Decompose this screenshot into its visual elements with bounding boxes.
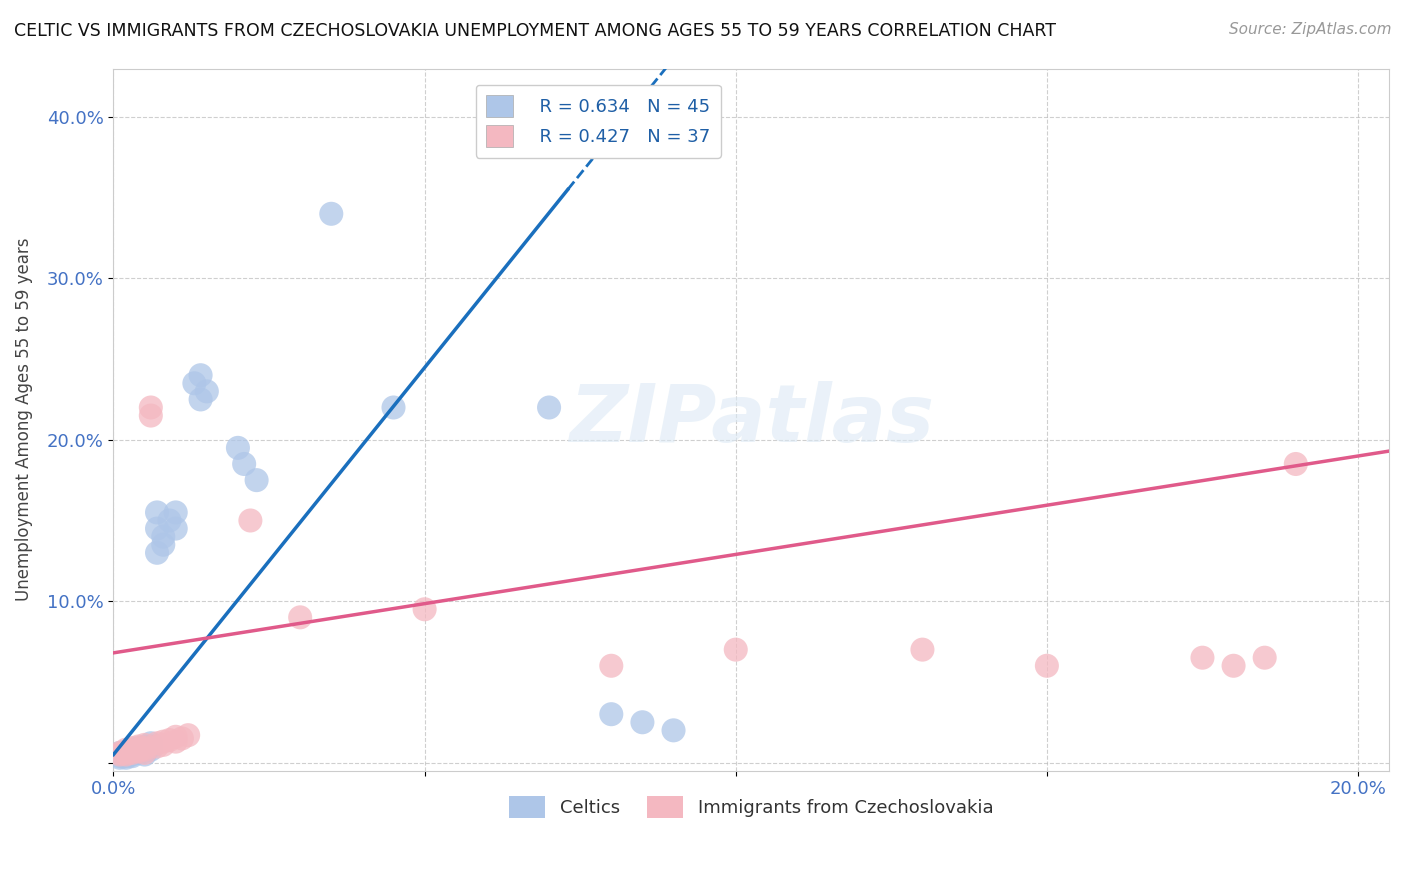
Point (127, 739, 149, 754)
Point (108, 747, 131, 762)
Point (146, 546, 169, 560)
Point (146, 505, 169, 519)
Point (226, 441, 249, 455)
Point (146, 736, 169, 750)
Point (134, 739, 156, 754)
Point (1191, 650, 1213, 665)
Point (108, 749, 131, 764)
Point (121, 746, 143, 760)
Point (152, 738, 174, 752)
Text: ZIPatlas: ZIPatlas (569, 381, 934, 458)
Point (115, 746, 138, 760)
Point (190, 368, 212, 383)
Point (1036, 658, 1059, 673)
Point (115, 746, 138, 760)
Point (1285, 457, 1308, 471)
Point (134, 741, 156, 756)
Point (911, 642, 934, 657)
Point (165, 522, 187, 536)
Point (127, 746, 149, 760)
Point (127, 741, 149, 756)
Point (246, 473, 269, 487)
Point (115, 744, 138, 758)
Point (121, 746, 143, 760)
Point (115, 742, 138, 756)
Point (108, 747, 131, 762)
Point (127, 742, 149, 756)
Point (121, 744, 143, 758)
Point (152, 538, 174, 552)
Point (165, 734, 187, 748)
Point (382, 401, 405, 415)
Point (108, 746, 131, 760)
Point (134, 742, 156, 756)
Point (134, 738, 156, 752)
Point (152, 734, 174, 748)
Point (121, 741, 143, 756)
Point (121, 744, 143, 758)
Point (177, 728, 200, 742)
Point (239, 514, 262, 528)
Point (139, 401, 162, 415)
Point (139, 736, 162, 750)
Point (165, 730, 187, 744)
Point (600, 658, 623, 673)
Point (134, 747, 156, 762)
Point (134, 746, 156, 760)
Point (121, 749, 143, 764)
Point (159, 514, 181, 528)
Point (139, 409, 162, 423)
Point (115, 749, 138, 764)
Legend: Celtics, Immigrants from Czechoslovakia: Celtics, Immigrants from Czechoslovakia (502, 789, 1001, 825)
Point (631, 715, 654, 730)
Point (134, 744, 156, 758)
Point (183, 376, 205, 391)
Point (159, 733, 181, 747)
Point (115, 747, 138, 762)
Point (146, 739, 169, 754)
Point (127, 744, 149, 758)
Point (108, 751, 131, 765)
Point (1222, 658, 1244, 673)
Point (724, 642, 747, 657)
Point (413, 602, 436, 616)
Point (233, 457, 256, 471)
Point (121, 747, 143, 762)
Point (195, 384, 218, 399)
Point (165, 505, 187, 519)
Point (134, 742, 156, 756)
Point (662, 723, 685, 738)
Text: Source: ZipAtlas.com: Source: ZipAtlas.com (1229, 22, 1392, 37)
Point (115, 747, 138, 762)
Point (139, 739, 162, 754)
Y-axis label: Unemployment Among Ages 55 to 59 years: Unemployment Among Ages 55 to 59 years (15, 238, 32, 601)
Point (321, 207, 343, 221)
Point (127, 744, 149, 758)
Point (139, 742, 162, 756)
Point (538, 401, 561, 415)
Text: CELTIC VS IMMIGRANTS FROM CZECHOSLOVAKIA UNEMPLOYMENT AMONG AGES 55 TO 59 YEARS : CELTIC VS IMMIGRANTS FROM CZECHOSLOVAKIA… (14, 22, 1056, 40)
Point (146, 522, 169, 536)
Point (190, 392, 212, 407)
Point (288, 610, 311, 624)
Point (600, 707, 623, 722)
Point (108, 746, 131, 760)
Point (170, 731, 193, 746)
Point (115, 751, 138, 765)
Point (121, 742, 143, 756)
Point (152, 530, 174, 544)
Point (1253, 650, 1275, 665)
